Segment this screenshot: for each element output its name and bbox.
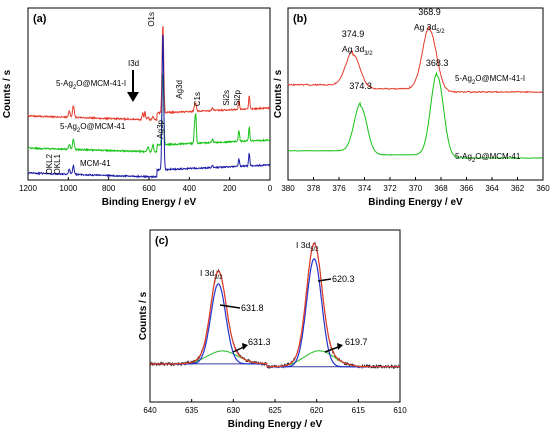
peak-value: 368.9 xyxy=(418,7,441,17)
survey-line-2 xyxy=(27,35,271,179)
survey-line-0 xyxy=(27,25,271,122)
peak-value: 374.9 xyxy=(342,29,365,39)
envelope-fit xyxy=(150,243,400,368)
raw-spectrum xyxy=(149,241,401,370)
leader-head xyxy=(242,343,248,350)
x-tick-label: 364 xyxy=(485,184,499,193)
y-axis-label: Counts / s xyxy=(138,291,149,340)
peak-value: 620.3 xyxy=(332,274,355,284)
y-axis-label: Counts / s xyxy=(273,69,284,118)
arrow-head xyxy=(127,92,139,102)
x-tick-label: 625 xyxy=(268,406,282,415)
peak-label: OKL2 xyxy=(45,153,54,174)
x-tick-label: 600 xyxy=(142,184,156,193)
y-axis-label: Counts / s xyxy=(2,69,13,118)
x-tick-label: 366 xyxy=(460,184,474,193)
peak-label: C1s xyxy=(193,92,202,106)
peak-value: 631.8 xyxy=(241,303,264,313)
x-axis-label: Binding Energy / eV xyxy=(368,197,463,208)
peak-value: 368.3 xyxy=(426,58,449,68)
x-tick-label: 640 xyxy=(143,406,157,415)
peak-value: 374.3 xyxy=(349,81,372,91)
x-tick-label: 376 xyxy=(332,184,346,193)
peak-label: Ag3p xyxy=(156,119,165,138)
ag3d-line-0 xyxy=(287,25,543,94)
x-tick-label: 620 xyxy=(310,406,324,415)
x-tick-label: 380 xyxy=(281,184,295,193)
peak-label: I 3d3/2 xyxy=(200,268,223,281)
x-tick-label: 635 xyxy=(185,406,199,415)
series-label: 5-Ag2O@MCM-41 xyxy=(60,122,126,134)
plot-frame xyxy=(149,229,401,403)
series-label: 5-Ag2O@MCM-41-I xyxy=(455,74,525,86)
peak-label: OKL1 xyxy=(53,153,62,174)
peak-label: Si2p xyxy=(233,89,242,106)
peak-label: I 3d5/2 xyxy=(296,240,319,253)
peak-label: O1s xyxy=(147,12,156,27)
series-label: MCM-41 xyxy=(80,159,111,168)
x-tick-label: 362 xyxy=(511,184,525,193)
x-tick-label: 378 xyxy=(307,184,321,193)
x-tick-label: 800 xyxy=(102,184,116,193)
panel-label: (b) xyxy=(293,13,307,25)
panel-label: (a) xyxy=(33,13,47,25)
x-axis-label: Binding Energy / eV xyxy=(228,419,323,430)
x-axis-label: Binding Energy / eV xyxy=(102,197,197,208)
x-tick-label: 630 xyxy=(227,406,241,415)
leader xyxy=(317,278,332,282)
leader xyxy=(219,304,241,309)
x-tick-label: 360 xyxy=(536,184,550,193)
x-tick-label: 1200 xyxy=(19,184,37,193)
x-tick-label: 615 xyxy=(352,406,366,415)
x-tick-label: 0 xyxy=(268,184,273,193)
x-tick-label: 400 xyxy=(183,184,197,193)
series-label: 5-Ag2O@MCM-41-I xyxy=(56,79,126,91)
peak-label: Ag 3d5/2 xyxy=(414,22,445,35)
peak-value: 631.3 xyxy=(248,337,271,347)
leader-head xyxy=(337,343,343,350)
x-tick-label: 200 xyxy=(223,184,237,193)
series-label: 5-Ag2O@MCM-41 xyxy=(455,152,521,164)
peak-label: Ag3d xyxy=(175,80,184,99)
panel-label: (c) xyxy=(155,235,169,247)
peak-label: Si2s xyxy=(222,90,231,106)
arrow-label: I3d xyxy=(128,59,139,68)
x-tick-label: 374 xyxy=(358,184,372,193)
main-fit xyxy=(150,258,400,368)
x-tick-label: 1000 xyxy=(59,184,77,193)
x-tick-label: 368 xyxy=(434,184,448,193)
peak-value: 619.7 xyxy=(345,337,368,347)
x-tick-label: 370 xyxy=(409,184,423,193)
x-tick-label: 372 xyxy=(383,184,397,193)
x-tick-label: 610 xyxy=(393,406,407,415)
ag3d-line-1 xyxy=(287,71,543,159)
peak-label: Ag 3d3/2 xyxy=(342,44,373,57)
survey-line-1 xyxy=(27,73,270,154)
